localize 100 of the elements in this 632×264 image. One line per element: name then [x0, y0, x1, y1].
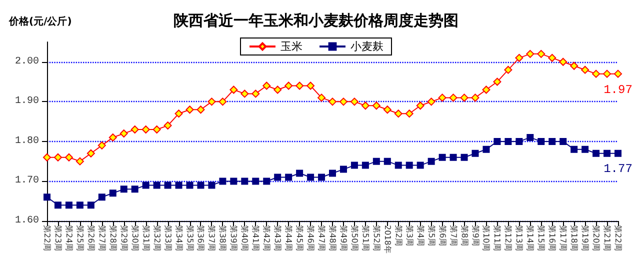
point: [230, 86, 238, 94]
point: [450, 154, 457, 161]
x-tick-label: 第14周: [526, 225, 535, 252]
point: [142, 182, 150, 189]
point: [54, 202, 62, 209]
x-tick-label: 第23周: [53, 225, 62, 252]
point: [350, 98, 358, 106]
x-tick-label: 第30周: [130, 225, 140, 252]
point: [318, 94, 326, 102]
point: [186, 182, 194, 189]
chart-title: 陕西省近一年玉米和小麦麸价格周度走势图: [174, 12, 458, 30]
x-tick-label: 第15周: [536, 225, 546, 252]
point: [296, 170, 304, 177]
legend-label: 小麦麸: [350, 40, 384, 53]
x-tick-label: 第27周: [97, 225, 106, 252]
point: [54, 153, 62, 162]
point: [581, 66, 590, 74]
point: [526, 50, 534, 58]
point: [175, 182, 182, 189]
point: [218, 98, 227, 106]
point: [482, 86, 490, 94]
x-tick-label: 第43周: [273, 225, 282, 252]
point: [76, 157, 84, 166]
point: [384, 158, 391, 165]
point: [274, 174, 282, 181]
point: [262, 82, 271, 90]
x-tick-label: 第16周: [548, 225, 557, 252]
x-tick-label: 第40周: [240, 225, 250, 252]
point: [537, 50, 546, 58]
data-label: 1.77: [604, 162, 632, 176]
point: [43, 153, 51, 162]
point: [416, 102, 424, 110]
x-tick-label: 第4周: [416, 225, 425, 246]
point: [241, 178, 248, 185]
point: [284, 82, 293, 90]
y-tick-label: 1.90: [14, 96, 39, 108]
x-tick-label: 第36周: [196, 225, 206, 252]
x-tick-label: 第10周: [482, 225, 491, 252]
point: [230, 178, 238, 185]
point: [64, 153, 73, 162]
point: [285, 174, 292, 181]
point: [570, 62, 578, 70]
x-tick-label: 第17周: [558, 225, 568, 252]
point: [318, 174, 326, 181]
point: [340, 166, 347, 173]
point: [164, 122, 172, 130]
data-label: 1.97: [604, 82, 632, 97]
point: [516, 138, 523, 145]
point: [614, 70, 622, 78]
point: [416, 162, 424, 169]
point: [428, 158, 435, 165]
point: [164, 182, 172, 189]
point: [394, 110, 402, 118]
x-tick-label: 2018年: [382, 225, 392, 254]
point: [604, 150, 611, 157]
point: [252, 90, 260, 98]
x-tick-label: 第47周: [317, 225, 326, 252]
point: [142, 126, 150, 134]
point: [87, 202, 94, 209]
x-tick-label: 第39周: [229, 225, 238, 252]
point: [394, 162, 402, 169]
point: [438, 154, 446, 161]
point: [306, 82, 315, 90]
point: [197, 182, 204, 189]
point: [560, 138, 567, 145]
point: [592, 70, 600, 78]
y-tick-label: 1.80: [14, 136, 39, 147]
point: [120, 129, 128, 138]
point: [472, 150, 479, 157]
x-tick-label: 第51周: [360, 225, 370, 252]
point: [482, 146, 490, 153]
point: [515, 54, 524, 62]
point: [208, 182, 216, 189]
point: [362, 162, 369, 169]
point: [372, 102, 380, 110]
point: [339, 98, 348, 106]
point: [329, 170, 336, 177]
point: [120, 186, 128, 193]
point: [526, 134, 534, 141]
point: [538, 138, 545, 145]
point: [493, 78, 502, 86]
point: [383, 106, 392, 114]
point: [174, 110, 183, 118]
x-tick-label: 第11周: [492, 225, 502, 252]
point: [582, 146, 589, 153]
point: [460, 94, 468, 102]
x-tick-label: 第2周: [394, 225, 403, 246]
point: [614, 150, 622, 157]
x-tick-label: 第22周: [42, 225, 52, 252]
point: [405, 110, 414, 118]
x-tick-label: 第31周: [141, 225, 150, 252]
point: [449, 94, 458, 102]
x-tick-label: 第38周: [218, 225, 228, 252]
point: [296, 82, 304, 90]
point: [131, 186, 138, 193]
point: [603, 70, 612, 78]
x-tick-label: 第44周: [284, 225, 294, 252]
x-tick-label: 第3周: [404, 225, 414, 246]
x-tick-label: 第21周: [602, 225, 612, 252]
point: [559, 58, 568, 66]
